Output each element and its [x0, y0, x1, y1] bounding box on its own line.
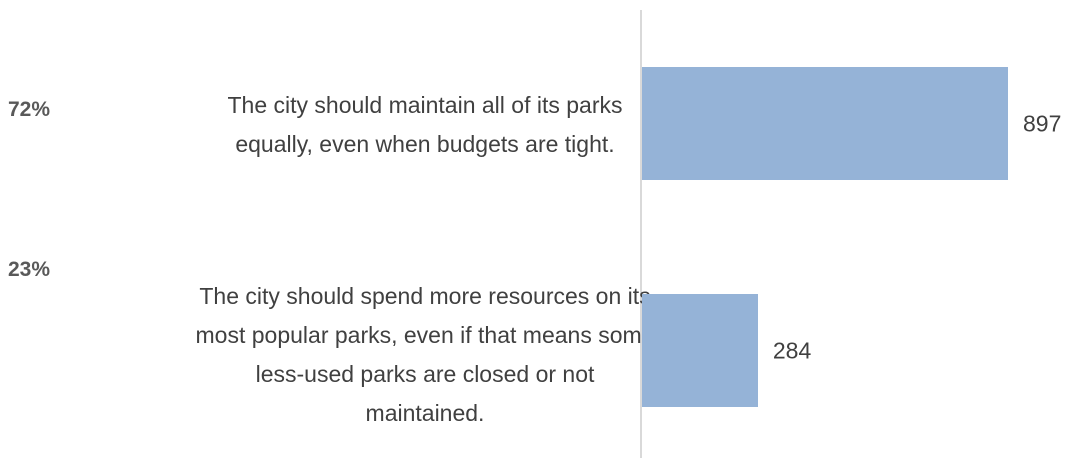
share-label: 72%	[8, 98, 51, 121]
value-label: 897	[1023, 110, 1062, 136]
share-label: 23%	[8, 258, 51, 281]
category-label: The city should spend more resources on …	[195, 283, 655, 426]
bar	[642, 67, 1008, 180]
value-label: 284	[772, 337, 812, 363]
category-label: The city should maintain all of its park…	[227, 92, 623, 157]
bar	[642, 294, 758, 407]
axis-line	[640, 10, 642, 458]
